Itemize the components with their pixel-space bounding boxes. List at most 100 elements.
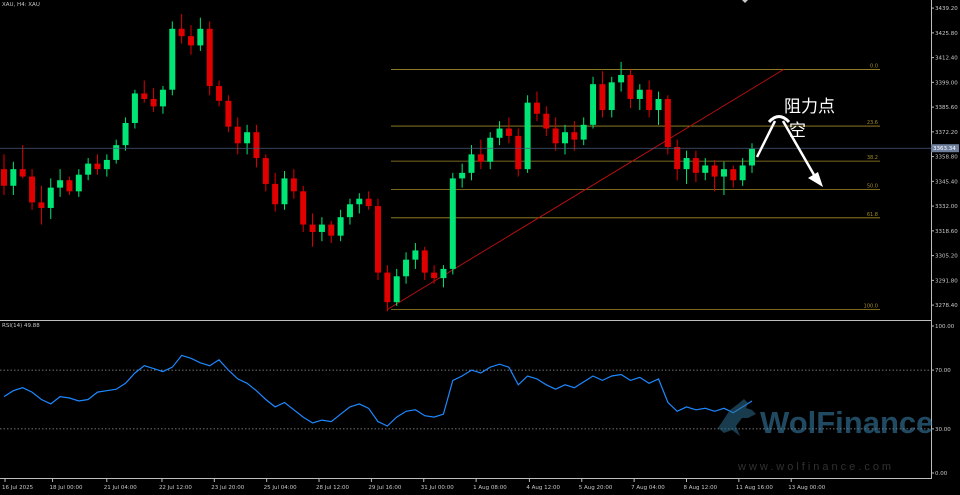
candle	[543, 106, 550, 136]
candle	[29, 169, 36, 210]
candle-body	[159, 89, 166, 107]
candle-body	[384, 272, 391, 303]
candle	[515, 128, 522, 177]
candle-body	[38, 202, 45, 208]
fib-level-label: 50.0	[867, 183, 878, 189]
candle-body	[487, 137, 494, 162]
candle-body	[646, 89, 653, 111]
candle-body	[169, 28, 176, 90]
candle-body	[608, 82, 615, 111]
candle	[618, 62, 625, 92]
price-tick-label: 3439.20	[935, 6, 958, 12]
peak-arc-icon	[767, 115, 791, 124]
candle-body	[103, 159, 110, 170]
candle-body	[655, 98, 662, 111]
candle-body	[562, 132, 568, 144]
candle-body	[300, 191, 307, 225]
candle	[113, 139, 120, 164]
candle-body	[262, 158, 269, 184]
time-tick-label: 29 Jul 16:00	[368, 485, 401, 491]
candle	[75, 169, 82, 197]
candle-body	[533, 102, 540, 114]
resistance-annotation[interactable]: 阻力点 空	[755, 97, 835, 187]
candle	[188, 25, 194, 55]
candle	[131, 89, 138, 129]
candle	[328, 220, 335, 244]
candle-body	[393, 276, 400, 303]
candle-body	[468, 154, 475, 173]
candle-body	[711, 165, 718, 177]
fib-level-label: 100.0	[864, 304, 878, 310]
candle-body	[524, 102, 531, 170]
candle-body	[216, 86, 223, 101]
candle-body	[505, 128, 512, 136]
candle	[431, 265, 438, 284]
time-tick-label: 22 Jul 12:00	[159, 485, 192, 491]
candle-body	[702, 165, 709, 173]
rsi-header-label: RSI(14) 49.88	[2, 323, 40, 329]
price-tick-label: 3291.80	[935, 278, 958, 284]
time-tick-label: 23 Jul 20:00	[211, 485, 244, 491]
candle	[683, 150, 690, 184]
candle-body	[197, 28, 204, 46]
time-tick-label: 1 Aug 08:00	[473, 485, 507, 491]
candle	[159, 86, 166, 114]
price-tick-label: 3385.60	[935, 105, 958, 111]
candle	[393, 268, 400, 306]
rise-arrow-icon	[755, 120, 777, 158]
candle-body	[113, 145, 120, 160]
watermark-brand: WolFinance	[760, 405, 933, 440]
candle	[356, 193, 363, 214]
candle-body	[730, 169, 737, 181]
candle-body	[328, 224, 335, 236]
candle	[290, 169, 297, 199]
fall-arrow-icon	[781, 120, 819, 181]
candle	[122, 117, 129, 151]
candle-body	[75, 174, 82, 192]
candle	[580, 117, 587, 146]
support-trendline[interactable]	[387, 69, 785, 310]
candlestick-series	[1, 14, 755, 312]
candle	[47, 178, 54, 220]
candle	[1, 154, 7, 196]
candle	[103, 154, 110, 177]
candle	[655, 91, 662, 125]
trendline[interactable]	[387, 69, 785, 310]
candle	[636, 84, 643, 111]
candle	[94, 154, 101, 175]
candle-body	[580, 124, 587, 140]
candle	[412, 243, 419, 269]
candle-body	[683, 158, 690, 170]
candle	[477, 139, 484, 170]
candle-body	[234, 126, 241, 144]
candle	[253, 124, 260, 168]
rsi-tick-label: 70.00	[935, 368, 951, 374]
watermark-url: www.wolfinance.com	[737, 461, 894, 473]
fib-level-label: 61.8	[867, 212, 878, 218]
candle-body	[66, 180, 73, 192]
candle	[57, 169, 64, 197]
current-price-label: 3363.34	[933, 146, 956, 152]
candle	[692, 150, 699, 183]
candle	[608, 76, 615, 118]
candle-body	[720, 169, 727, 177]
candle-body	[412, 250, 419, 260]
candle	[244, 124, 251, 155]
candle-body	[10, 169, 17, 186]
candle-body	[477, 154, 484, 162]
candle-body	[150, 98, 157, 107]
candle-body	[281, 178, 288, 205]
candle	[85, 158, 92, 181]
candle-body	[131, 93, 138, 123]
candle	[197, 17, 204, 51]
candle	[309, 213, 316, 247]
rsi-tick-label: 100.00	[935, 324, 955, 330]
candle	[440, 265, 447, 288]
candle	[599, 71, 606, 118]
candle	[533, 91, 540, 122]
candle-body	[188, 36, 194, 46]
candle	[505, 117, 512, 144]
annotation-short-label: 空	[789, 121, 806, 141]
